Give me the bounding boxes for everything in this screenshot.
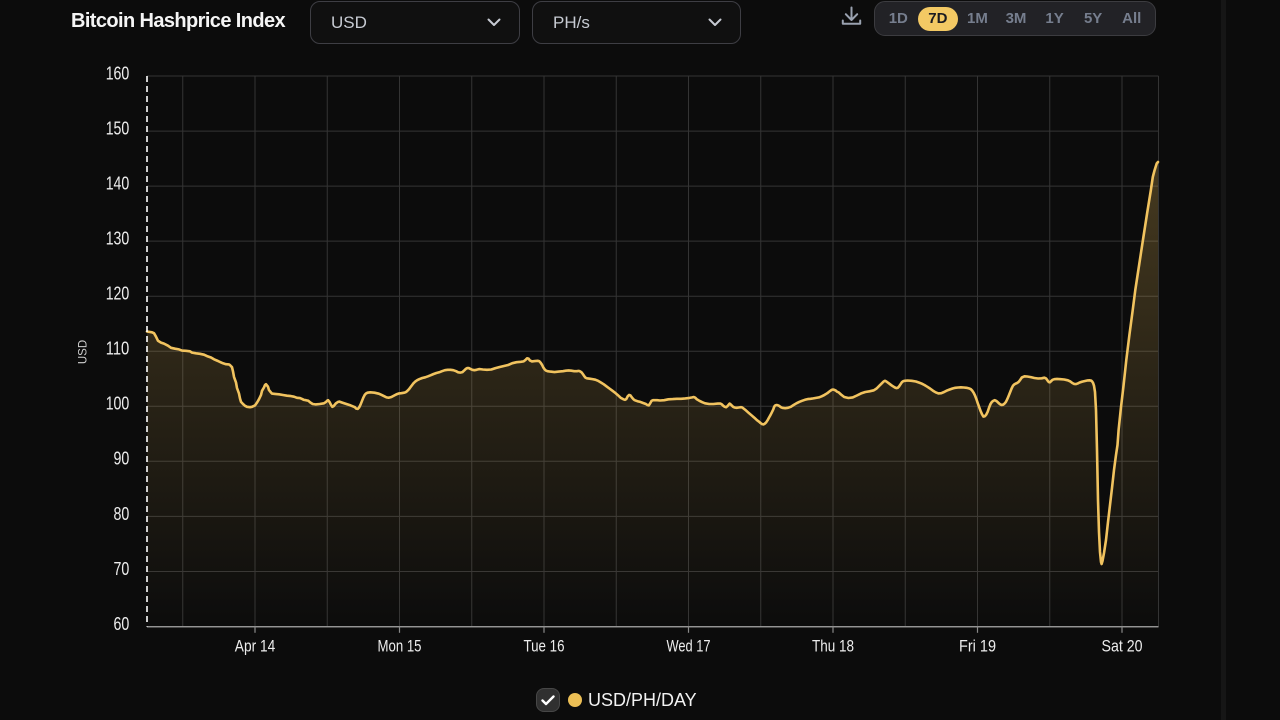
svg-text:Tue 16: Tue 16 xyxy=(524,636,565,655)
svg-text:Wed 17: Wed 17 xyxy=(667,636,711,655)
svg-text:Mon 15: Mon 15 xyxy=(378,636,422,655)
svg-text:130: 130 xyxy=(106,229,130,249)
svg-text:Sat 20: Sat 20 xyxy=(1102,636,1143,655)
svg-text:100: 100 xyxy=(106,394,130,414)
svg-text:140: 140 xyxy=(106,174,130,194)
svg-text:80: 80 xyxy=(114,504,130,524)
svg-text:Fri 19: Fri 19 xyxy=(959,636,996,655)
svg-text:120: 120 xyxy=(106,284,130,304)
svg-text:USD: USD xyxy=(78,340,90,364)
svg-text:Thu 18: Thu 18 xyxy=(812,636,854,655)
svg-text:70: 70 xyxy=(114,559,130,579)
svg-text:Apr 14: Apr 14 xyxy=(235,636,275,655)
svg-text:110: 110 xyxy=(106,339,130,359)
svg-text:90: 90 xyxy=(114,449,130,469)
svg-text:60: 60 xyxy=(114,614,130,634)
svg-text:160: 160 xyxy=(106,63,130,83)
svg-text:150: 150 xyxy=(106,119,130,139)
